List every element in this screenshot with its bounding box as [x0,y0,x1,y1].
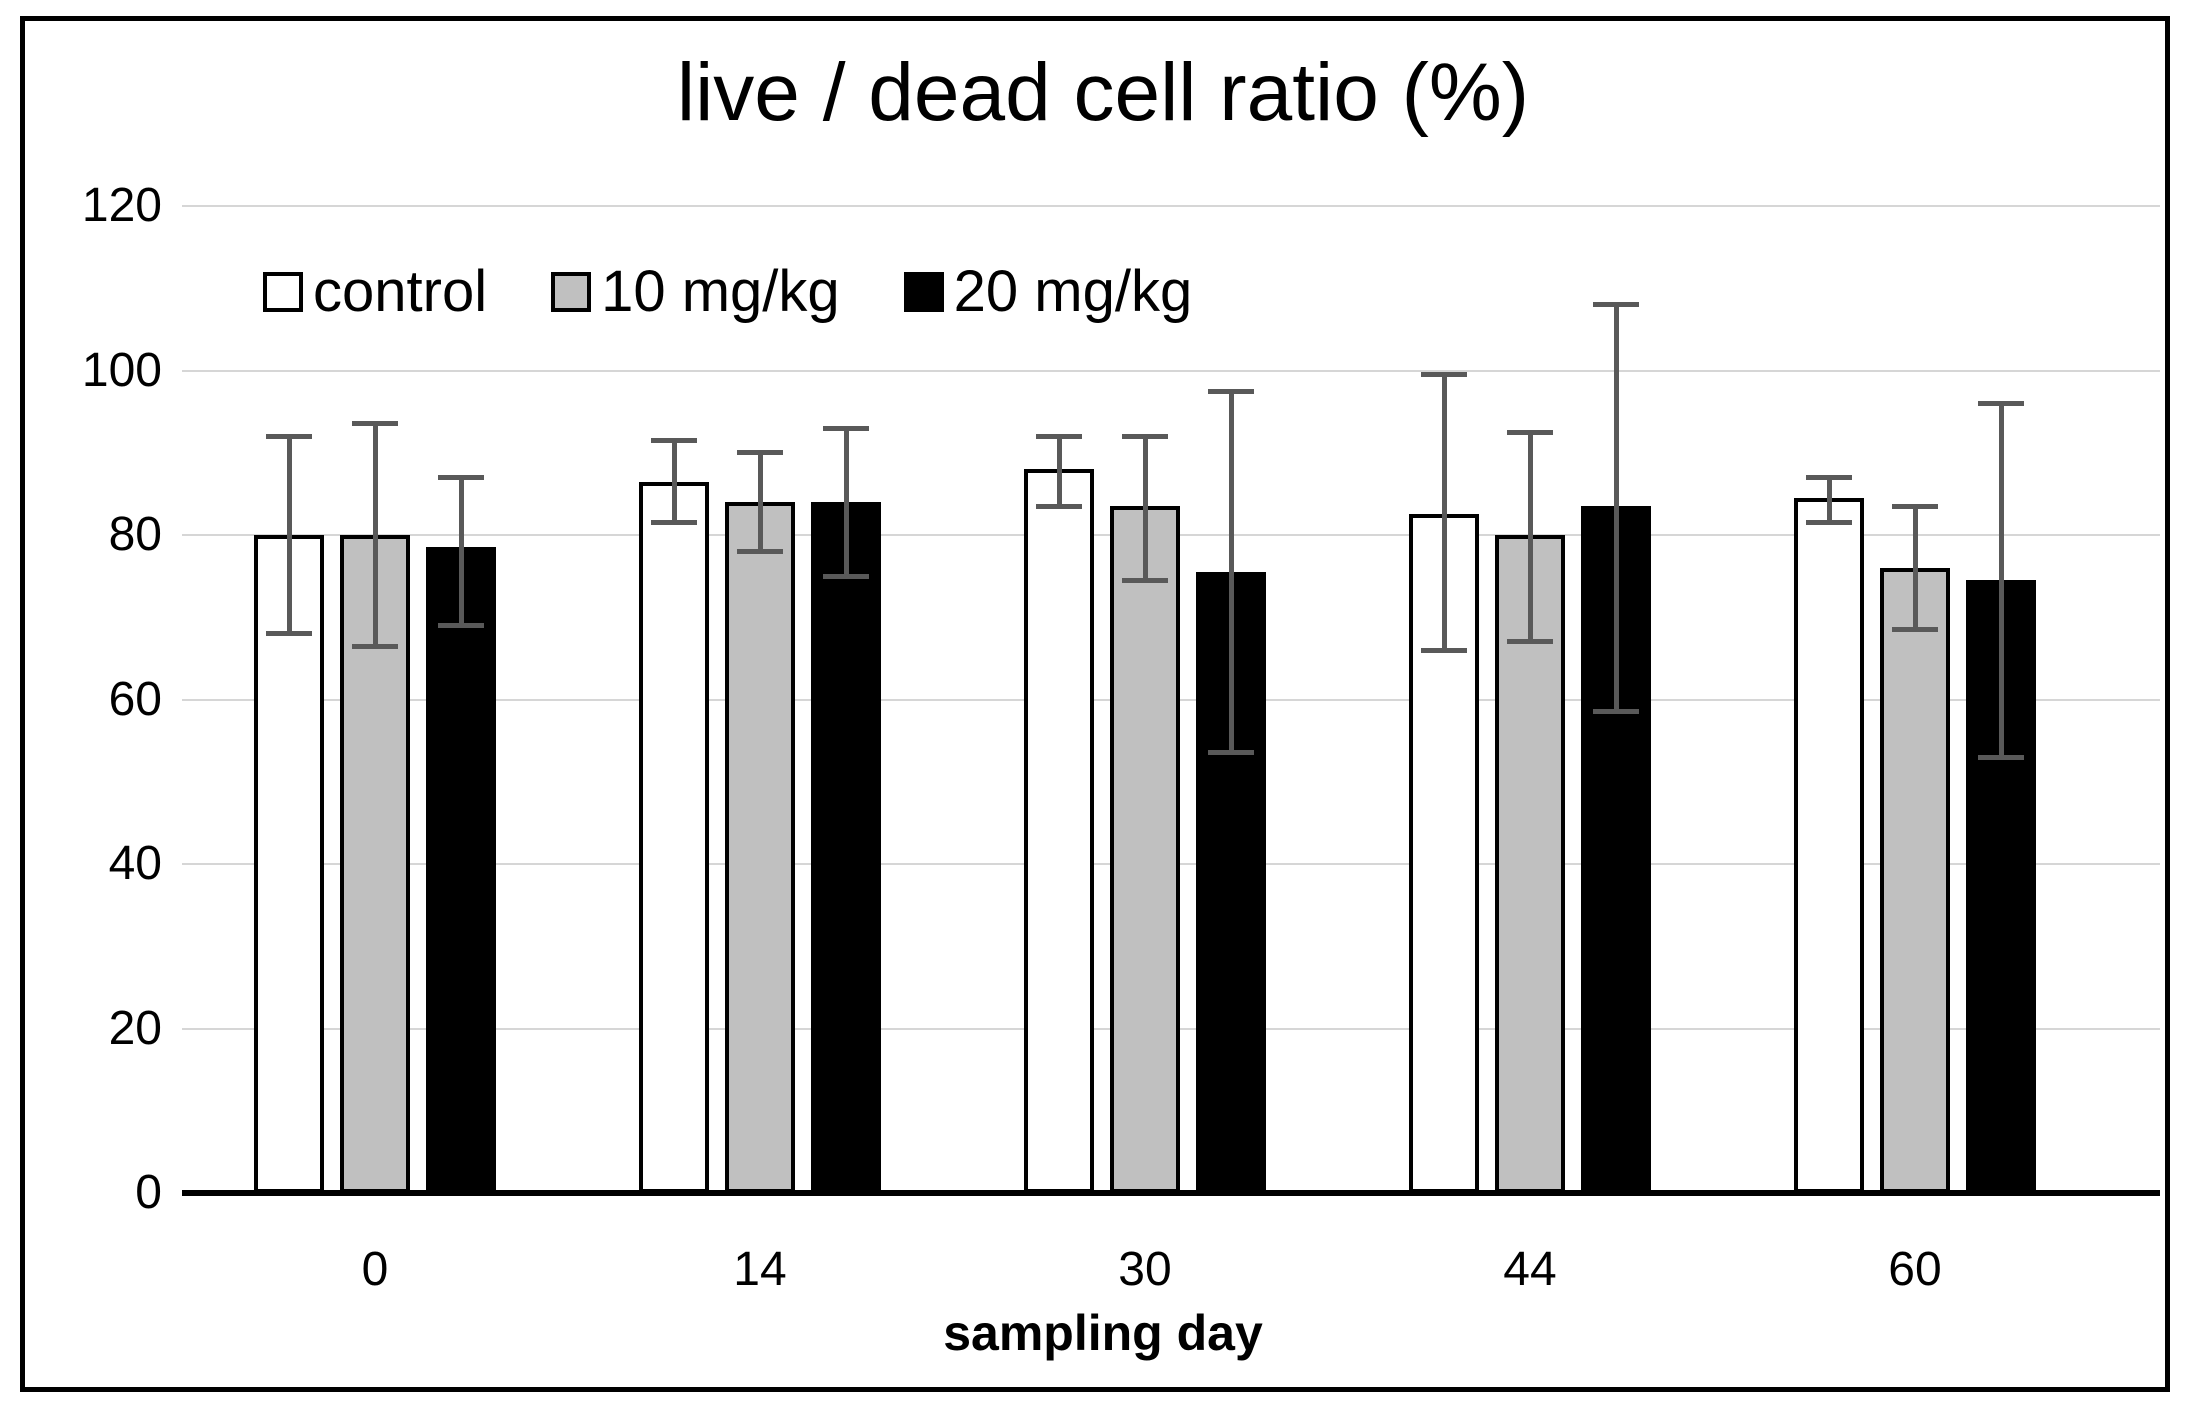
legend-item-20-mg-kg: 20 mg/kg [903,259,1193,324]
error-bar-20-mg-kg-day-0 [458,477,464,626]
error-bar-10-mg-kg-day-14 [757,452,763,552]
error-bar-10-mg-kg-day-60 [1912,506,1918,630]
bar-control-day-14 [639,481,709,1193]
y-tick-label-120: 120 [81,179,162,232]
error-bar-20-mg-kg-day-60 [1998,403,2004,758]
error-cap-bottom-10-mg-kg-day-44 [1507,639,1553,645]
legend-label: 10 mg/kg [601,259,840,324]
legend-label: 20 mg/kg [953,259,1193,324]
error-bar-10-mg-kg-day-30 [1142,436,1148,581]
error-cap-bottom-control-day-60 [1806,520,1852,526]
x-tick-label-30: 30 [1118,1243,1172,1296]
error-cap-top-control-day-30 [1036,433,1082,439]
y-tick-label-80: 80 [108,508,162,561]
error-cap-top-10-mg-kg-day-0 [352,421,398,427]
error-cap-top-control-day-14 [651,437,697,443]
error-cap-bottom-20-mg-kg-day-44 [1593,709,1639,715]
legend: control 10 mg/kg 20 mg/kg [263,263,1192,321]
legend-marker-icon [551,272,592,312]
legend-marker-icon [263,272,303,312]
error-cap-top-10-mg-kg-day-60 [1892,503,1938,509]
error-bar-control-day-0 [286,436,292,634]
error-cap-bottom-20-mg-kg-day-60 [1978,754,2024,760]
error-cap-bottom-control-day-0 [266,631,312,637]
error-cap-bottom-control-day-44 [1421,647,1467,653]
error-cap-bottom-10-mg-kg-day-0 [352,643,398,649]
error-cap-top-20-mg-kg-day-14 [823,425,869,431]
error-bar-20-mg-kg-day-30 [1228,391,1234,753]
error-bar-control-day-30 [1056,436,1062,507]
bar-10-mg-kg-day-14 [725,502,795,1193]
error-cap-bottom-control-day-14 [651,520,697,526]
bar-control-day-30 [1024,469,1094,1193]
bar-control-day-60 [1794,497,1864,1193]
y-tick-label-20: 20 [108,1001,162,1055]
error-cap-bottom-20-mg-kg-day-14 [823,573,869,579]
error-cap-bottom-10-mg-kg-day-30 [1122,577,1168,583]
y-tick-label-0: 0 [135,1166,162,1219]
plot-area: 0 20 40 60 80 100 120 0 14 30 44 60 [82,179,2160,1296]
error-cap-top-control-day-60 [1806,474,1852,480]
x-tick-label-14: 14 [733,1243,787,1296]
error-bar-20-mg-kg-day-14 [843,428,849,577]
bar-20-mg-kg-day-14 [811,502,881,1193]
chart-figure: live / dead cell ratio (%) 0 20 40 60 80 100 1… [20,16,2170,1392]
legend-marker-icon [903,272,944,312]
error-cap-top-20-mg-kg-day-0 [438,474,484,480]
error-cap-top-control-day-44 [1421,372,1467,378]
error-cap-bottom-control-day-30 [1036,503,1082,509]
gridline-y-120 [182,205,2160,207]
error-cap-top-10-mg-kg-day-14 [737,450,783,456]
bar-10-mg-kg-day-30 [1110,506,1180,1193]
x-tick-label-44: 44 [1503,1243,1557,1296]
bar-10-mg-kg-day-60 [1880,567,1950,1193]
x-axis-title: sampling day [943,1305,1263,1361]
legend-item-control: control [263,263,487,321]
error-bar-20-mg-kg-day-44 [1613,304,1619,712]
error-cap-top-10-mg-kg-day-30 [1122,433,1168,439]
bar-20-mg-kg-day-0 [426,547,496,1193]
gridline-y-100 [182,369,2160,372]
error-cap-top-20-mg-kg-day-44 [1593,302,1639,308]
y-tick-label-60: 60 [108,672,162,726]
error-cap-bottom-20-mg-kg-day-30 [1208,750,1254,756]
error-cap-bottom-10-mg-kg-day-14 [737,548,783,554]
error-bar-10-mg-kg-day-0 [372,423,378,647]
x-axis-line [182,1190,2160,1196]
error-bar-control-day-60 [1826,477,1832,523]
x-tick-label-0: 0 [361,1243,389,1296]
y-tick-label-40: 40 [108,837,162,890]
chart-title: live / dead cell ratio (%) [676,47,1530,138]
y-tick-label-100: 100 [81,343,162,397]
error-cap-top-20-mg-kg-day-30 [1208,388,1254,394]
error-cap-bottom-10-mg-kg-day-60 [1892,627,1938,633]
error-bar-control-day-44 [1441,374,1447,651]
error-cap-top-control-day-0 [266,433,312,439]
error-cap-bottom-20-mg-kg-day-0 [438,622,484,628]
legend-item-10-mg-kg: 10 mg/kg [551,263,840,321]
error-cap-top-20-mg-kg-day-60 [1978,400,2024,406]
error-cap-top-10-mg-kg-day-44 [1507,429,1553,435]
error-bar-control-day-14 [671,440,677,523]
legend-label: control [313,259,488,324]
x-tick-label-60: 60 [1888,1243,1942,1296]
error-bar-10-mg-kg-day-44 [1527,432,1533,642]
